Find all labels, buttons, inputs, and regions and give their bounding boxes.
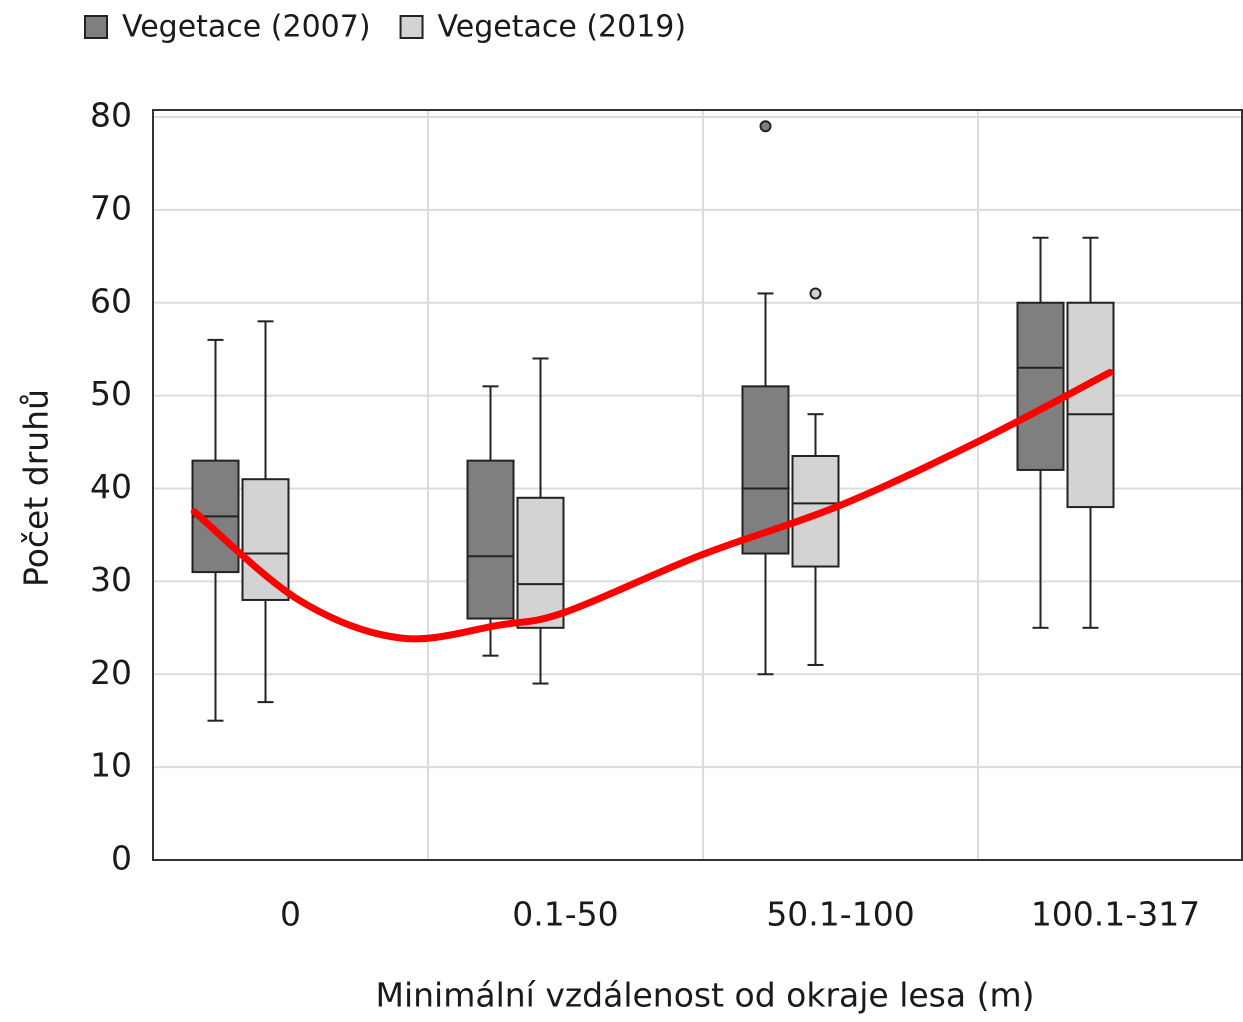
y-tick-label: 70 (90, 188, 132, 227)
y-tick-label: 20 (90, 653, 132, 692)
trend-line (190, 368, 1114, 643)
box (1016, 301, 1065, 471)
y-tick-label: 0 (111, 839, 132, 878)
box-group (1066, 236, 1115, 629)
y-axis-title: Počet druhů (17, 389, 56, 587)
outlier (809, 287, 822, 300)
plot-frame (152, 109, 1243, 861)
outlier (759, 120, 772, 133)
legend-swatch (84, 15, 108, 39)
y-tick-label: 60 (90, 281, 132, 320)
y-tick-label: 40 (90, 467, 132, 506)
legend-swatch (399, 15, 424, 39)
box (516, 496, 565, 629)
box-group (241, 320, 290, 704)
box-group (516, 357, 565, 685)
y-tick-label: 80 (90, 96, 132, 135)
y-tick-label: 50 (90, 374, 132, 413)
box-group (791, 287, 840, 666)
x-axis-title: Minimální vzdálenost od okraje lesa (m) (375, 976, 1034, 1015)
y-tick-label: 10 (90, 746, 132, 785)
x-tick-label: 0.1-50 (512, 895, 618, 934)
y-tick-label: 30 (90, 560, 132, 599)
x-tick-label: 50.1-100 (766, 895, 914, 934)
box-group (1016, 236, 1065, 629)
x-tick-label: 100.1-317 (1031, 895, 1200, 934)
x-tick-label: 0 (280, 895, 301, 934)
legend-label: Vegetace (2019) (438, 10, 687, 45)
legend-label: Vegetace (2007) (122, 10, 371, 45)
box-group (466, 385, 515, 657)
box (1066, 301, 1115, 509)
box (466, 459, 515, 620)
box (241, 478, 290, 601)
box-group (741, 120, 790, 676)
